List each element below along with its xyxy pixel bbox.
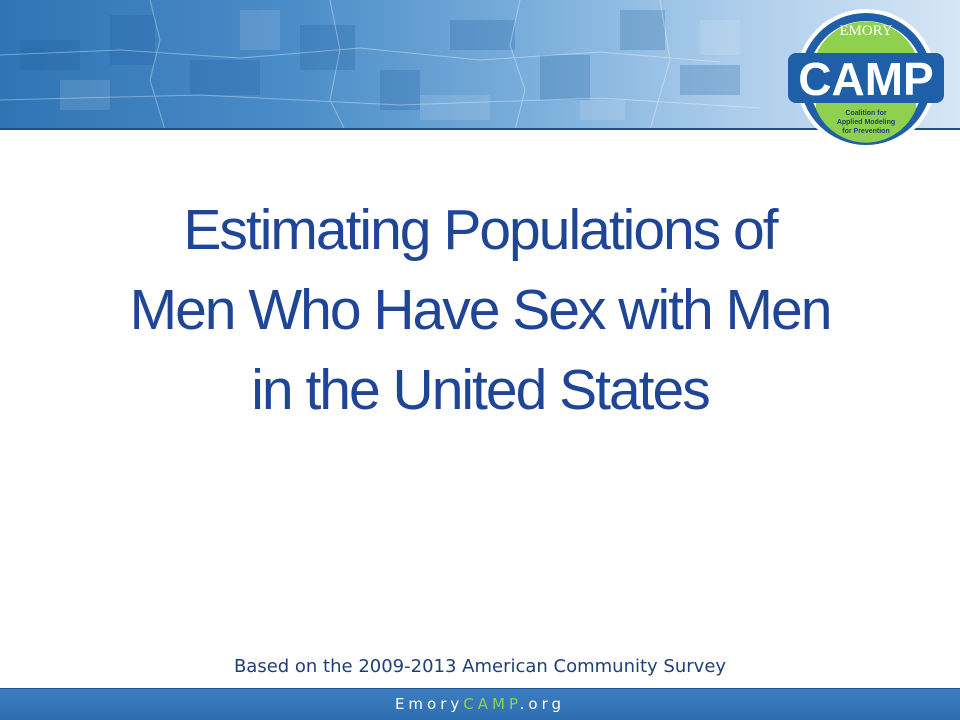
footer-url-accent: CAMP	[463, 695, 520, 713]
emory-camp-logo: EMORY CAMP Coalition for Applied Modelin…	[776, 5, 956, 151]
svg-text:EMORY: EMORY	[839, 23, 893, 39]
map-texture	[0, 0, 761, 130]
title-line-2: Men Who Have Sex with Men	[129, 278, 833, 342]
svg-text:for Prevention: for Prevention	[842, 128, 889, 135]
footer-url-prefix: Emory	[394, 695, 464, 713]
svg-text:Applied Modeling: Applied Modeling	[837, 119, 895, 126]
header-divider	[0, 128, 960, 130]
footer-bar: EmoryCAMP.org	[0, 688, 960, 720]
slide-subtitle: Based on the 2009-2013 American Communit…	[233, 656, 727, 677]
title-line-1: Estimating Populations of	[183, 198, 778, 262]
slide-title: Estimating Populations of Men Who Have S…	[40, 190, 920, 430]
svg-text:Coalition for: Coalition for	[845, 110, 886, 117]
footer-url-suffix: .org	[519, 695, 566, 713]
title-line-3: in the United States	[251, 358, 710, 422]
footer-url[interactable]: EmoryCAMP.org	[395, 695, 565, 713]
svg-text:CAMP: CAMP	[798, 53, 933, 105]
